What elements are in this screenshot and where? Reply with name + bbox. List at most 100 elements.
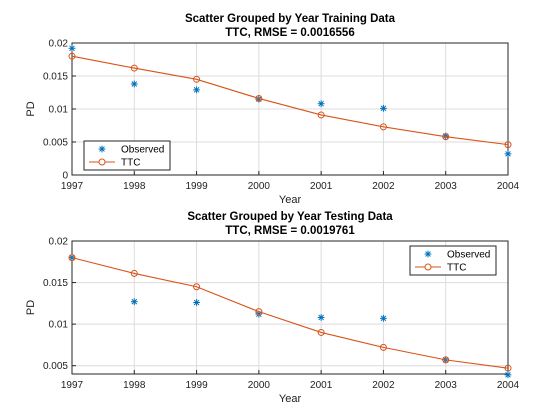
x-tick-label: 2003 [435,181,458,192]
x-tick-label: 1999 [185,380,208,391]
legend-label: TTC [447,263,466,274]
plot-panel-2: 1997 1998 1999 2000 2001 2002 2003 2004 0.005 0.0… [25,211,520,405]
series-ttc [68,254,512,372]
legend-marker [424,263,432,271]
chart-subtitle: TTC, RMSE = 0.0016556 [225,27,354,39]
series-observed [68,44,512,158]
data-point [504,371,512,379]
legend-box [83,140,171,171]
asterisk-stroke [505,372,511,378]
x-tick-label: 2002 [372,380,395,391]
legend-entry-ttc: TTC [415,263,466,274]
x-axis-label: Year [279,194,302,206]
data-point [130,269,138,277]
asterisk-stroke [380,105,387,112]
x-tick-label: 2004 [497,380,520,391]
x-tick-label: 2002 [372,181,395,192]
legend-label: Observed [447,250,490,261]
data-point [380,104,387,112]
data-point [255,94,263,102]
x-tick-label: 2000 [248,380,271,391]
axes-frame [71,42,509,176]
x-tick-label: 2003 [435,380,458,391]
chart-subtitle: TTC, RMSE = 0.0019761 [225,225,355,237]
series-line [71,55,509,146]
data-point [193,299,200,306]
data-point [379,343,387,351]
legend: Observed TTC [409,245,497,276]
y-axis-label: PD [25,300,37,315]
data-point [68,254,76,262]
x-axis-label: Year [279,393,302,405]
y-tick-label: 0.01 [49,320,69,331]
data-point [193,86,200,94]
chart-title: Scatter Grouped by Year Testing Data [187,211,393,223]
x-tick-label: 1998 [123,380,146,391]
x-tick-label: 1998 [123,181,146,192]
data-point [193,75,201,83]
data-point [130,298,138,306]
x-tick-label: 2004 [497,181,520,192]
legend-label: TTC [121,158,140,169]
data-point [68,44,76,52]
x-tick-label: 1997 [61,380,84,391]
series-line [71,257,509,369]
x-tick-label: 2001 [310,181,333,192]
plot-panel-1: 1997 1998 1999 2000 2001 2002 2003 2004 0 0.005 0.… [25,13,520,206]
asterisk-stroke [425,251,431,257]
y-axis-label: PD [25,101,37,116]
data-point [68,52,76,60]
asterisk-stroke [69,45,75,52]
y-tick-label: 0.005 [43,361,68,372]
legend: Observed TTC [83,140,171,171]
asterisk-stroke [131,298,138,305]
data-point [317,314,325,321]
y-tick-label: 0.01 [49,105,69,116]
asterisk-stroke [99,146,105,152]
data-point [380,314,387,322]
asterisk-stroke [318,314,324,321]
x-tick-label: 1997 [61,181,84,192]
legend-box [409,245,497,276]
data-point [193,283,201,291]
data-point [504,150,512,158]
legend-marker [98,158,106,166]
data-point [317,100,325,108]
y-tick-label: 0.015 [43,72,68,83]
chart-title: Scatter Grouped by Year Training Data [185,13,396,25]
y-tick-label: 0.02 [49,237,69,248]
data-point [379,123,387,131]
legend-label: Observed [121,145,164,156]
data-point [255,308,263,316]
series-ttc [68,52,512,149]
legend-entry-observed: Observed [98,145,164,156]
y-tick-label: 0.005 [43,138,68,149]
data-point [504,364,512,372]
legend-marker [98,145,106,153]
data-point [130,64,138,72]
y-tick-label: 0.02 [49,39,69,50]
asterisk-stroke [193,299,200,306]
x-tick-label: 1999 [185,181,208,192]
data-point [130,80,138,88]
x-tick-label: 2001 [310,380,333,391]
data-point [504,141,512,149]
axes-frame [71,240,509,375]
data-point [442,133,450,141]
y-tick-label: 0.015 [43,278,68,289]
x-tick-label: 2000 [248,181,271,192]
data-point [317,328,325,336]
legend-entry-ttc: TTC [89,158,140,169]
y-tick-label: 0 [62,171,68,182]
data-point [317,111,325,119]
asterisk-stroke [131,81,138,87]
data-point [442,356,450,364]
legend-entry-observed: Observed [424,250,490,261]
asterisk-stroke [193,87,200,93]
legend-marker [424,250,432,258]
asterisk-stroke [505,151,511,157]
asterisk-stroke [380,315,387,322]
asterisk-stroke [318,100,324,107]
